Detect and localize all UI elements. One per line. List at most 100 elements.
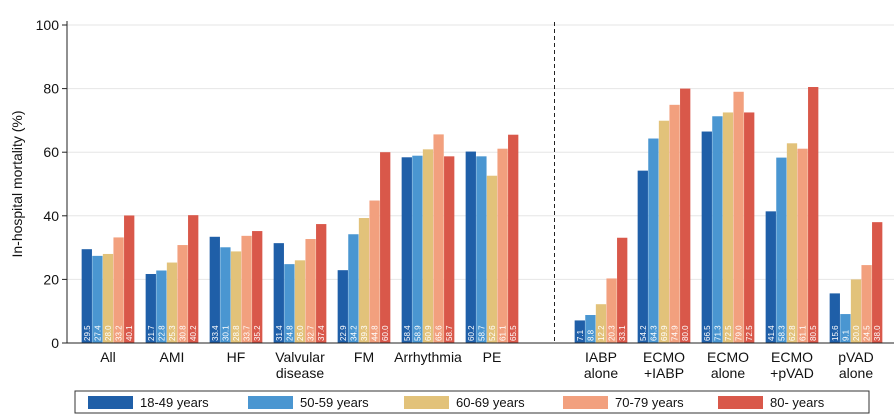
bar-value-label: 60.0: [381, 325, 390, 341]
bars-group: 29.5 27.4 28.0 33.2 40.1 21.7 22.8 25.3 30.8 40.2…: [81, 87, 883, 344]
bar-value-label: 64.3: [649, 325, 658, 341]
y-tick-label: 0: [51, 335, 59, 351]
bar-value-label: 58.9: [413, 325, 422, 341]
bar-value-label: 41.4: [767, 325, 776, 341]
y-axis-title: In-hospital mortality (%): [9, 110, 25, 257]
bar-value-label: 30.1: [221, 325, 230, 341]
bar-value-label: 31.4: [275, 325, 284, 341]
bar-value-label: 69.9: [660, 325, 669, 341]
bar-value-label: 58.7: [445, 325, 454, 341]
bar-value-label: 61.1: [499, 325, 508, 341]
bar-value-label: 25.3: [168, 325, 177, 341]
bar-value-label: 33.1: [618, 325, 627, 341]
bar: [369, 200, 380, 343]
x-category-label: Arrhythmia: [394, 349, 462, 365]
x-category-label: Valvular: [275, 349, 325, 365]
bar-value-label: 38.0: [873, 325, 882, 341]
bar: [850, 279, 862, 343]
bar: [669, 104, 680, 344]
bar: [497, 148, 508, 343]
legend-label: 60-69 years: [456, 395, 525, 410]
bar-value-label: 9.1: [841, 329, 850, 341]
x-category-label: IABP: [585, 349, 617, 365]
x-category-label: +pVAD: [770, 365, 814, 381]
y-tick-label: 40: [43, 208, 59, 224]
bar-value-label: 28.8: [232, 325, 241, 341]
bar-value-label: 26.0: [296, 325, 305, 341]
x-category-label: ECMO: [643, 349, 685, 365]
bar: [829, 293, 840, 343]
bar-value-label: 22.9: [339, 325, 348, 341]
bar: [348, 234, 359, 343]
bar: [808, 87, 819, 343]
bar: [637, 170, 648, 343]
x-category-label: All: [100, 349, 116, 365]
bar-value-label: 33.7: [243, 325, 252, 341]
x-category-label: +IABP: [644, 365, 684, 381]
bar: [476, 156, 487, 343]
bar-value-label: 58.7: [477, 325, 486, 341]
bar: [733, 91, 744, 343]
bar-value-label: 33.4: [211, 325, 220, 341]
bar-value-label: 34.2: [349, 325, 358, 341]
bar: [722, 112, 734, 343]
bar: [744, 112, 755, 343]
bar: [92, 255, 103, 343]
x-category-label: PE: [483, 349, 502, 365]
bar: [166, 262, 178, 343]
bar: [145, 273, 156, 343]
bar: [358, 218, 370, 343]
bar-value-label: 54.2: [639, 325, 648, 341]
x-category-label: FM: [354, 349, 374, 365]
bar-value-label: 20.3: [608, 325, 617, 341]
bar: [113, 237, 124, 343]
bar-value-label: 24.5: [863, 325, 872, 341]
bar: [241, 235, 252, 343]
bar: [508, 134, 519, 343]
bar: [177, 245, 188, 343]
bar-value-label: 74.9: [671, 325, 680, 341]
bar-value-label: 37.4: [317, 325, 326, 341]
bar-value-label: 71.3: [713, 325, 722, 341]
bar: [648, 138, 659, 343]
legend-swatch: [88, 396, 133, 409]
bar-value-label: 61.1: [799, 325, 808, 341]
bar-value-label: 39.3: [360, 325, 369, 341]
bar: [316, 224, 327, 343]
bar: [861, 265, 872, 343]
bar-value-label: 35.2: [253, 325, 262, 341]
bar: [840, 314, 851, 343]
bar-value-label: 66.5: [703, 325, 712, 341]
bar: [486, 175, 498, 343]
bar: [124, 215, 135, 343]
legend-label: 50-59 years: [300, 395, 369, 410]
bar: [872, 222, 883, 343]
bar-value-label: 65.5: [509, 325, 518, 341]
bar-value-label: 79.0: [735, 325, 744, 341]
bar-value-label: 72.5: [724, 325, 733, 341]
bar: [776, 157, 787, 343]
y-tick-label: 20: [43, 271, 59, 287]
bar-value-label: 30.8: [179, 325, 188, 341]
bar: [433, 134, 444, 343]
legend: 18-49 years 50-59 years 60-69 years 70-79 y…: [74, 390, 870, 414]
y-tick-label: 100: [36, 17, 60, 33]
bar: [412, 155, 423, 343]
bar-value-label: 40.2: [189, 325, 198, 341]
bar: [188, 215, 199, 343]
legend-label: 80- years: [770, 395, 825, 410]
legend-swatch: [248, 396, 293, 409]
bar-value-label: 27.4: [93, 325, 102, 341]
bar: [595, 304, 607, 343]
bar: [797, 148, 808, 343]
bar: [574, 320, 585, 343]
x-category-label: disease: [276, 365, 324, 381]
bar-value-label: 80.0: [681, 325, 690, 341]
bar-value-label: 60.9: [424, 325, 433, 341]
bar: [380, 152, 391, 343]
bar: [680, 88, 691, 343]
legend-label: 18-49 years: [140, 395, 209, 410]
bar: [658, 120, 670, 343]
